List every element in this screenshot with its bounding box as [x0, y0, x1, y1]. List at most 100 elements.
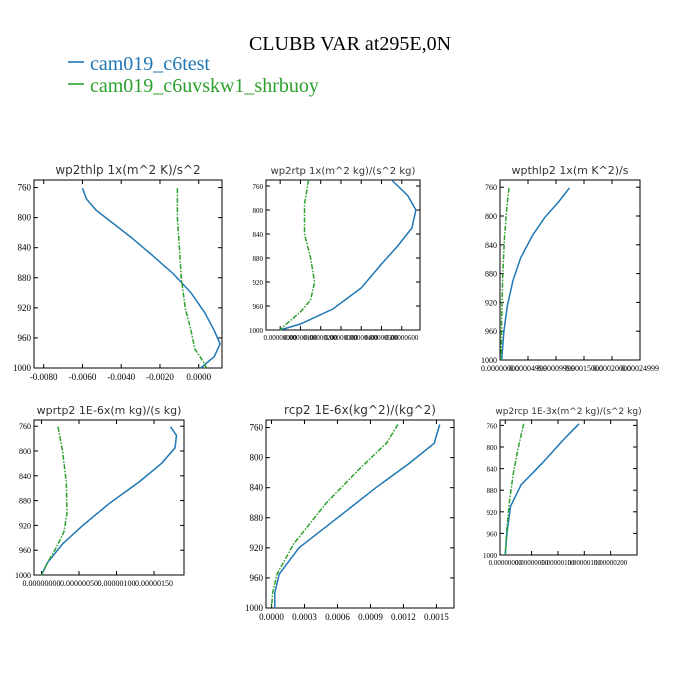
panel-2: wp2rtp 1x(m^2 kg)/(s^2 kg) 760 800 840 880 92… — [249, 166, 421, 342]
x-tick-label: 0.0000 — [259, 612, 284, 622]
y-tick-label: 760 — [250, 423, 264, 433]
panel-6: wp2rcp 1E-3x(m^2 kg)/(s^2 kg) 760 800 840 88… — [483, 407, 642, 567]
x-tick-label: 0.0003 — [292, 612, 317, 622]
panel-title: wp2thlp 1x(m^2 K)/s^2 — [55, 163, 200, 177]
x-tick-label: -0.0080 — [30, 372, 58, 382]
panel-title: wp2rcp 1E-3x(m^2 kg)/(s^2 kg) — [495, 407, 641, 417]
y-tick-label: 880 — [19, 497, 31, 506]
series-line-c6test — [40, 426, 178, 576]
y-tick-label: 880 — [487, 487, 498, 495]
y-tick-label: 840 — [18, 243, 32, 253]
x-tick-label: 0.00000600 — [385, 334, 419, 342]
x-tick-label: 0.00000150 — [135, 579, 173, 588]
series-line-shrbuoy — [500, 187, 510, 361]
x-tick-label: 0.00000300 — [324, 334, 358, 342]
series-line-c6test — [504, 423, 580, 556]
y-tick-label: 760 — [18, 183, 32, 193]
panel-title: wprtp2 1E-6x(m kg)/(s kg) — [37, 404, 182, 417]
y-tick-label: 880 — [253, 255, 264, 263]
y-tick-label: 960 — [487, 530, 498, 538]
panel-1: wp2thlp 1x(m^2 K)/s^2 760 800 840 880 920 960 1… — [13, 163, 223, 382]
y-tick-label: 960 — [253, 303, 264, 311]
x-tick-label: 0.00000400 — [345, 334, 379, 342]
x-tick-label: 0.00000500 — [365, 334, 399, 342]
panel-5: rcp2 1E-6x(kg^2)/(kg^2) 760 800 840 880 920 96… — [245, 403, 455, 622]
plot-frame — [265, 179, 421, 331]
x-tick-label: -0.0020 — [146, 372, 174, 382]
y-tick-label: 1000 — [13, 363, 32, 373]
y-tick-label: 800 — [250, 453, 264, 463]
x-tick-label: 0.00000150 — [568, 559, 602, 567]
y-tick-label: 920 — [18, 303, 32, 313]
plot-frame — [499, 179, 641, 361]
y-tick-label: 1000 — [249, 327, 264, 335]
series-line-shrbuoy — [270, 424, 399, 609]
legend-label-shrbuoy: cam019_c6uvskw1_shrbuoy — [90, 75, 319, 97]
y-tick-label: 800 — [19, 447, 31, 456]
y-tick-label: 920 — [19, 521, 31, 530]
y-tick-label: 1000 — [245, 603, 264, 613]
x-tick-label: 0.00000000 — [489, 559, 523, 567]
x-tick-label: -0.0060 — [69, 372, 97, 382]
panels: wp2thlp 1x(m^2 K)/s^2 760 800 840 880 920 960 1… — [13, 163, 659, 622]
plot-frame — [33, 179, 223, 369]
y-tick-label: 800 — [485, 212, 497, 221]
figure-legend: cam019_c6test cam019_c6uvskw1_shrbuoy — [68, 53, 319, 97]
series-line-shrbuoy — [279, 179, 316, 331]
x-tick-label: 0.00000050 — [60, 579, 98, 588]
y-tick-label: 960 — [18, 333, 32, 343]
x-tick-label: -0.0040 — [107, 372, 135, 382]
panel-title: wp2rtp 1x(m^2 kg)/(s^2 kg) — [271, 166, 416, 177]
y-tick-label: 760 — [485, 183, 497, 192]
x-tick-label: 0.0012 — [391, 612, 416, 622]
series-line-c6test — [279, 179, 417, 331]
legend-label-c6test: cam019_c6test — [90, 53, 210, 75]
y-tick-label: 1000 — [15, 571, 31, 580]
y-tick-label: 800 — [487, 444, 498, 452]
x-tick-label: 0.0000 — [186, 372, 211, 382]
x-tick-label: 0.00015000 — [565, 364, 603, 373]
x-tick-label: 0.0006 — [325, 612, 350, 622]
x-tick-label: 0.00000100 — [98, 579, 136, 588]
x-tick-label: 0.00000200 — [304, 334, 338, 342]
y-tick-label: 760 — [487, 422, 498, 430]
y-tick-label: 880 — [18, 273, 32, 283]
x-tick-label: 0.00000000 — [264, 334, 298, 342]
x-tick-label: 0.00009999 — [537, 364, 575, 373]
y-tick-label: 760 — [19, 422, 31, 431]
y-tick-label: 960 — [19, 546, 31, 555]
y-tick-label: 840 — [253, 231, 264, 239]
y-tick-label: 760 — [253, 183, 264, 191]
panel-3: wpthlp2 1x(m K^2)/s 760 800 840 880 920 960 100… — [481, 164, 659, 373]
figure-title: CLUBB VAR at295E,0N — [249, 33, 451, 55]
series-line-shrbuoy — [504, 423, 525, 556]
series-line-c6test — [81, 188, 221, 369]
y-tick-label: 840 — [250, 483, 264, 493]
series-line-c6test — [274, 424, 441, 608]
y-tick-label: 920 — [487, 509, 498, 517]
x-tick-label: 0.00000100 — [284, 334, 318, 342]
y-tick-label: 840 — [19, 472, 31, 481]
y-tick-label: 960 — [485, 327, 497, 336]
y-tick-label: 800 — [18, 213, 32, 223]
plot-frame — [265, 419, 455, 609]
y-tick-label: 1000 — [483, 552, 498, 560]
y-tick-label: 800 — [253, 207, 264, 215]
y-tick-label: 840 — [487, 466, 498, 474]
x-tick-label: 0.00000050 — [515, 559, 549, 567]
y-tick-label: 920 — [250, 543, 264, 553]
x-tick-label: 0.0009 — [358, 612, 383, 622]
x-tick-label: 0.00000000 — [481, 364, 519, 373]
y-tick-label: 920 — [485, 298, 497, 307]
x-tick-label: 0.00024999 — [621, 364, 659, 373]
plot-frame — [499, 419, 638, 556]
x-tick-label: 0.00000200 — [594, 559, 628, 567]
panel-4: wprtp2 1E-6x(m kg)/(s kg) 760 800 840 880 920… — [15, 404, 185, 588]
y-tick-label: 920 — [253, 279, 264, 287]
panel-title: wpthlp2 1x(m K^2)/s — [512, 164, 629, 177]
plot-frame — [33, 419, 185, 576]
x-tick-label: 0.00000100 — [541, 559, 575, 567]
x-tick-label: 0.0015 — [424, 612, 449, 622]
panel-title: rcp2 1E-6x(kg^2)/(kg^2) — [284, 403, 436, 417]
